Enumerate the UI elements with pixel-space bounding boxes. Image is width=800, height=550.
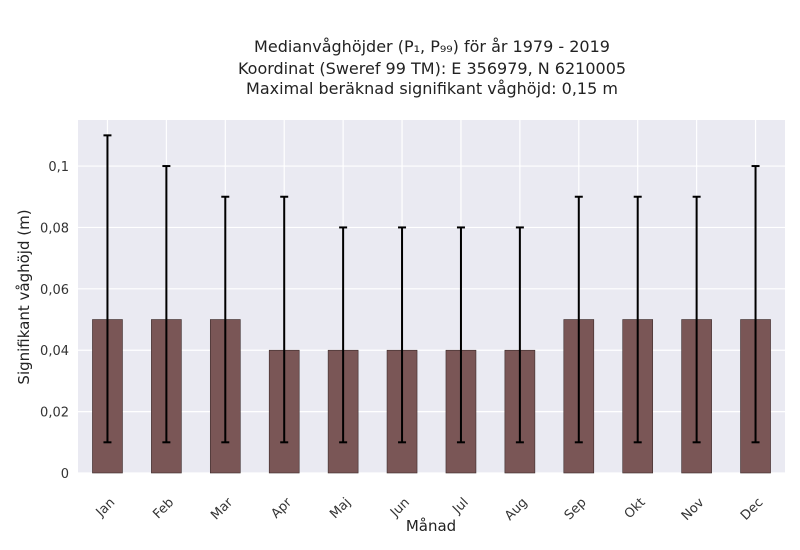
x-tick-label-nov: Nov [679, 495, 708, 524]
x-tick-label-jul: Jul [449, 495, 471, 517]
x-tick-label-dec: Dec [738, 495, 766, 523]
x-tick-label-okt: Okt [622, 495, 649, 522]
x-tick-label-feb: Feb [150, 495, 177, 522]
title-line-2: Koordinat (Sweref 99 TM): E 356979, N 62… [238, 59, 626, 78]
error-bars [103, 134, 760, 444]
error-bar-aug [515, 226, 524, 444]
y-tick-label: 0,06 [40, 283, 69, 298]
error-bar-mar [221, 195, 230, 444]
x-tick-label-apr: Apr [269, 495, 296, 522]
title-line-3: Maximal beräknad signifikant våghöjd: 0,… [246, 79, 618, 98]
error-bar-jun [398, 226, 407, 444]
error-bar-maj [339, 226, 348, 444]
x-tick-label-maj: Maj [327, 495, 354, 522]
error-bar-okt [633, 195, 642, 444]
x-tick-label-mar: Mar [208, 495, 236, 523]
y-tick-label: 0,1 [48, 160, 69, 175]
x-tick-label-aug: Aug [502, 495, 531, 524]
title-line-1: Medianvåghöjder (P₁, P₉₉) för år 1979 - … [254, 37, 610, 56]
error-bar-jul [456, 226, 465, 444]
error-bar-sep [574, 195, 583, 444]
plot-area [78, 120, 785, 473]
error-bar-apr [280, 195, 289, 444]
error-bar-jan [103, 134, 112, 444]
x-axis-label: Månad [406, 517, 456, 535]
error-bar-feb [162, 165, 171, 444]
y-tick-label: 0 [61, 467, 69, 482]
x-tick-label-jan: Jan [93, 495, 118, 520]
error-bar-nov [692, 195, 701, 444]
y-tick-label: 0,02 [40, 406, 69, 421]
y-axis-ticks: 0 0,02 0,04 0,06 0,08 0,1 [40, 160, 69, 482]
error-bar-dec [751, 165, 760, 444]
y-tick-label: 0,08 [40, 221, 69, 236]
chart-title: Medianvåghöjder (P₁, P₉₉) för år 1979 - … [238, 37, 626, 98]
y-tick-label: 0,04 [40, 344, 69, 359]
y-axis-label: Signifikant våghöjd (m) [15, 209, 33, 384]
x-tick-label-sep: Sep [562, 495, 590, 523]
